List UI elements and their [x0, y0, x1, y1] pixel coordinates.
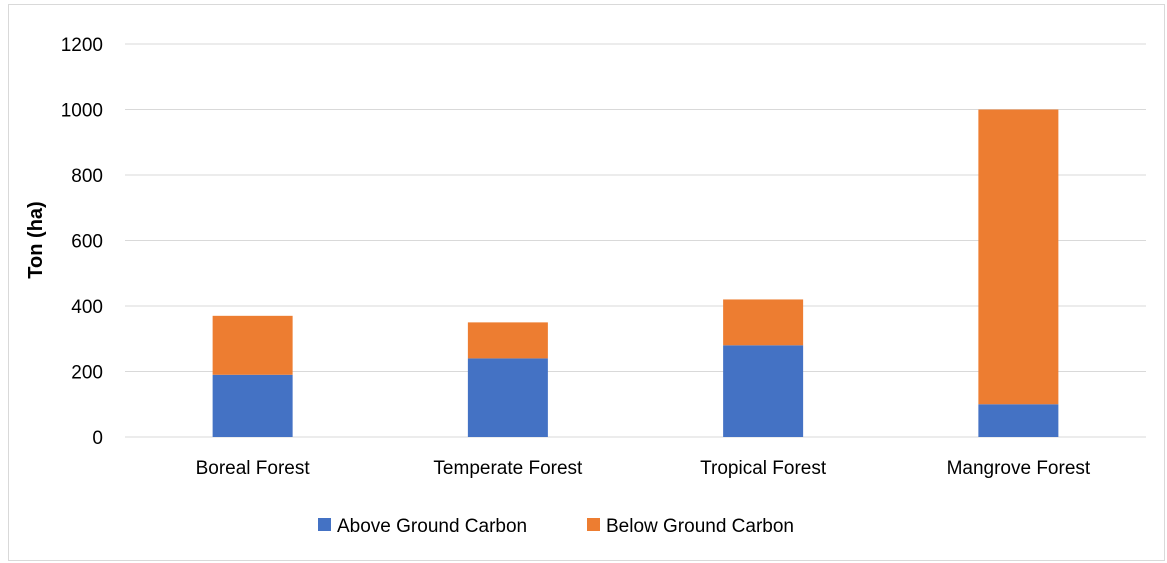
y-tick-labels: 0 200 400 600 800 1000 1200 — [61, 35, 103, 449]
bar-below-temperate-forest — [467, 322, 548, 359]
bar-above-boreal-forest — [212, 374, 293, 437]
y-axis-title: Ton (ha) — [25, 201, 47, 278]
bar-below-boreal-forest — [212, 315, 293, 375]
gridlines — [125, 43, 1146, 438]
x-category-label: Temperate Forest — [433, 458, 583, 479]
bars — [212, 109, 1059, 437]
y-tick-label: 200 — [71, 363, 103, 384]
chart-frame — [8, 4, 1165, 561]
legend-swatch — [587, 518, 600, 531]
legend-label: Below Ground Carbon — [606, 516, 794, 537]
legend-swatch — [318, 518, 331, 531]
legend: Above Ground Carbon Below Ground Carbon — [318, 516, 794, 537]
bar-above-tropical-forest — [723, 345, 804, 437]
bar-above-mangrove-forest — [978, 404, 1059, 437]
bar-below-tropical-forest — [723, 299, 804, 346]
y-tick-label: 800 — [71, 166, 103, 187]
bar-below-mangrove-forest — [978, 109, 1059, 405]
y-tick-label: 1000 — [61, 101, 103, 122]
x-category-label: Mangrove Forest — [947, 458, 1091, 479]
y-tick-label: 0 — [92, 428, 103, 449]
bar-above-temperate-forest — [467, 358, 548, 437]
x-category-label: Boreal Forest — [196, 458, 311, 479]
y-tick-label: 1200 — [61, 35, 103, 56]
category-labels: Boreal Forest Temperate Forest Tropical Fo… — [196, 458, 1091, 479]
x-category-label: Tropical Forest — [700, 458, 827, 479]
legend-label: Above Ground Carbon — [337, 516, 527, 537]
y-tick-label: 400 — [71, 297, 103, 318]
y-tick-label: 600 — [71, 232, 103, 253]
